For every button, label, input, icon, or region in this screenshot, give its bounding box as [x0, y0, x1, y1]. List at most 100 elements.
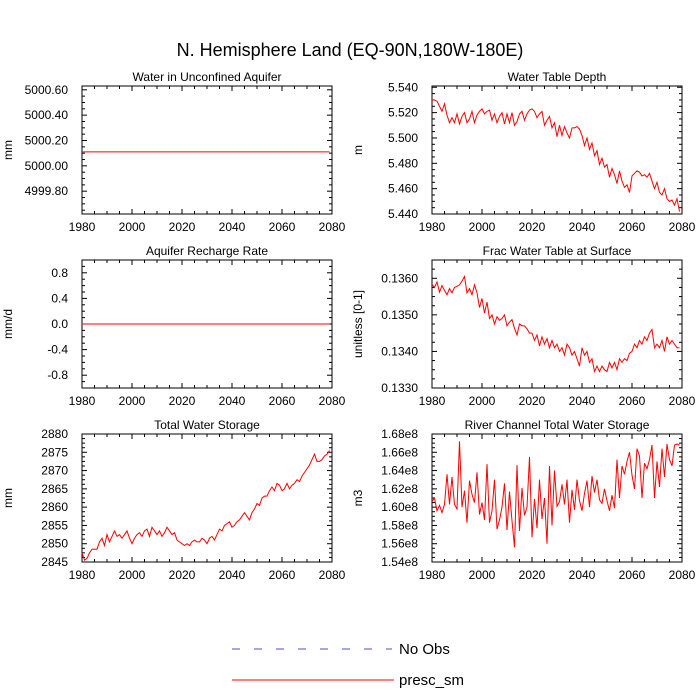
- y-tick-label: 2865: [41, 482, 68, 496]
- y-tick-label: 1.62e8: [381, 482, 418, 496]
- series-line-presc-sm: [432, 99, 680, 212]
- x-tick-label: 2020: [169, 394, 196, 408]
- y-tick-label: 5.480: [388, 156, 418, 170]
- plot-frame: [431, 85, 683, 215]
- panel-title: Total Water Storage: [154, 418, 260, 432]
- x-tick-label: 2020: [169, 568, 196, 582]
- x-tick-label: 2060: [619, 568, 646, 582]
- x-tick-label: 2000: [469, 220, 496, 234]
- x-tick-label: 2020: [519, 394, 546, 408]
- x-tick-label: 2080: [669, 394, 696, 408]
- y-tick-label: 2845: [41, 555, 68, 569]
- y-axis-label: m: [351, 145, 365, 155]
- x-tick-label: 2020: [519, 568, 546, 582]
- x-tick-label: 1980: [419, 220, 446, 234]
- panel-water-in-unconfined-aquifer: Water in Unconfined Aquifer 1980 2000 2020 2…: [1, 70, 346, 234]
- x-tick-label: 2040: [219, 394, 246, 408]
- y-axis-label: mm/d: [1, 309, 15, 339]
- series-line-presc-sm: [431, 274, 680, 374]
- x-tick-label: 2060: [619, 220, 646, 234]
- y-tick-label: 2855: [41, 518, 68, 532]
- y-tick-label: 2880: [41, 427, 68, 441]
- panel-title: Water Table Depth: [508, 70, 607, 84]
- y-tick-label: 5.500: [388, 131, 418, 145]
- y-tick-label: 2860: [41, 500, 68, 514]
- panel-total-water-storage: Total Water Storage 1980 2000 2020 2040 2060 2…: [1, 418, 346, 582]
- y-tick-label: 0.1350: [381, 308, 418, 322]
- x-tick-label: 1980: [69, 568, 96, 582]
- x-tick-label: 2060: [269, 394, 296, 408]
- y-axis-label: mm: [1, 140, 15, 160]
- y-tick-label: 5.440: [388, 207, 418, 221]
- y-tick-label: 0.1330: [381, 381, 418, 395]
- y-tick-label: 0.1360: [381, 271, 418, 285]
- y-tick-label: 1.58e8: [381, 518, 418, 532]
- y-axis-label: unitless [0-1]: [351, 290, 365, 358]
- x-tick-label: 2080: [319, 394, 346, 408]
- panel-river-channel-total-water-storage: River Channel Total Water Storage 1980 200…: [351, 418, 696, 582]
- panel-frac-water-table-at-surface: Frac Water Table at Surface 1980 2000 2020 2…: [351, 244, 696, 408]
- series-line-presc-sm: [81, 450, 330, 561]
- y-axis-label: m3: [351, 489, 365, 506]
- x-tick-label: 1980: [419, 394, 446, 408]
- legend-label-no-obs: No Obs: [399, 641, 450, 658]
- x-tick-label: 2000: [469, 568, 496, 582]
- y-tick-label: 1.66e8: [381, 445, 418, 459]
- x-tick-label: 2000: [119, 394, 146, 408]
- y-tick-label: 5.540: [388, 80, 418, 94]
- panel-title: Frac Water Table at Surface: [483, 244, 632, 258]
- x-tick-label: 2080: [669, 220, 696, 234]
- x-tick-label: 2060: [269, 568, 296, 582]
- plot-frame: [81, 85, 333, 215]
- panel-title: Aquifer Recharge Rate: [146, 244, 268, 258]
- y-tick-label: 2850: [41, 537, 68, 551]
- x-tick-label: 2020: [169, 220, 196, 234]
- y-tick-label: -0.8: [47, 368, 68, 382]
- plot-frame: [431, 433, 683, 563]
- panel-title: Water in Unconfined Aquifer: [133, 70, 282, 84]
- y-tick-label: 2870: [41, 464, 68, 478]
- x-tick-label: 2060: [619, 394, 646, 408]
- y-tick-label: 5000.00: [25, 159, 69, 173]
- y-tick-label: 5000.20: [25, 133, 69, 147]
- y-tick-label: 5000.40: [25, 108, 69, 122]
- x-tick-label: 1980: [69, 220, 96, 234]
- y-tick-label: 0.8: [51, 266, 68, 280]
- x-tick-label: 2080: [319, 568, 346, 582]
- y-tick-label: 5000.60: [25, 83, 69, 97]
- y-tick-label: 1.56e8: [381, 537, 418, 551]
- x-tick-label: 1980: [419, 568, 446, 582]
- x-tick-label: 2080: [319, 220, 346, 234]
- panel-water-table-depth: Water Table Depth 1980 2000 2020 2040 2060 208…: [351, 70, 696, 234]
- legend-label-presc-sm: presc_sm: [399, 672, 464, 689]
- x-tick-label: 1980: [69, 394, 96, 408]
- x-tick-label: 2020: [519, 220, 546, 234]
- y-axis-label: mm: [1, 488, 15, 508]
- x-tick-label: 2060: [269, 220, 296, 234]
- y-tick-label: 0.0: [51, 317, 68, 331]
- x-tick-label: 2040: [569, 220, 596, 234]
- x-tick-label: 2040: [219, 568, 246, 582]
- x-tick-label: 2040: [219, 220, 246, 234]
- panel-aquifer-recharge-rate: Aquifer Recharge Rate 1980 2000 2020 2040 206…: [1, 244, 346, 408]
- y-tick-label: 5.460: [388, 182, 418, 196]
- x-tick-label: 2000: [469, 394, 496, 408]
- y-tick-label: -0.4: [47, 343, 68, 357]
- legend: No Obs presc_sm: [232, 641, 464, 689]
- y-tick-label: 2875: [41, 445, 68, 459]
- x-tick-label: 2040: [569, 568, 596, 582]
- plot-frame: [431, 259, 683, 389]
- y-tick-label: 1.60e8: [381, 500, 418, 514]
- y-tick-label: 0.1340: [381, 344, 418, 358]
- x-tick-label: 2000: [119, 568, 146, 582]
- y-tick-label: 1.68e8: [381, 427, 418, 441]
- y-tick-label: 4999.80: [25, 184, 69, 198]
- figure-title: N. Hemisphere Land (EQ-90N,180W-180E): [177, 40, 524, 60]
- y-tick-label: 0.4: [51, 291, 68, 305]
- panel-title: River Channel Total Water Storage: [465, 418, 650, 432]
- x-tick-label: 2080: [669, 568, 696, 582]
- x-tick-label: 2040: [569, 394, 596, 408]
- y-tick-label: 1.64e8: [381, 464, 418, 478]
- y-tick-label: 5.520: [388, 106, 418, 120]
